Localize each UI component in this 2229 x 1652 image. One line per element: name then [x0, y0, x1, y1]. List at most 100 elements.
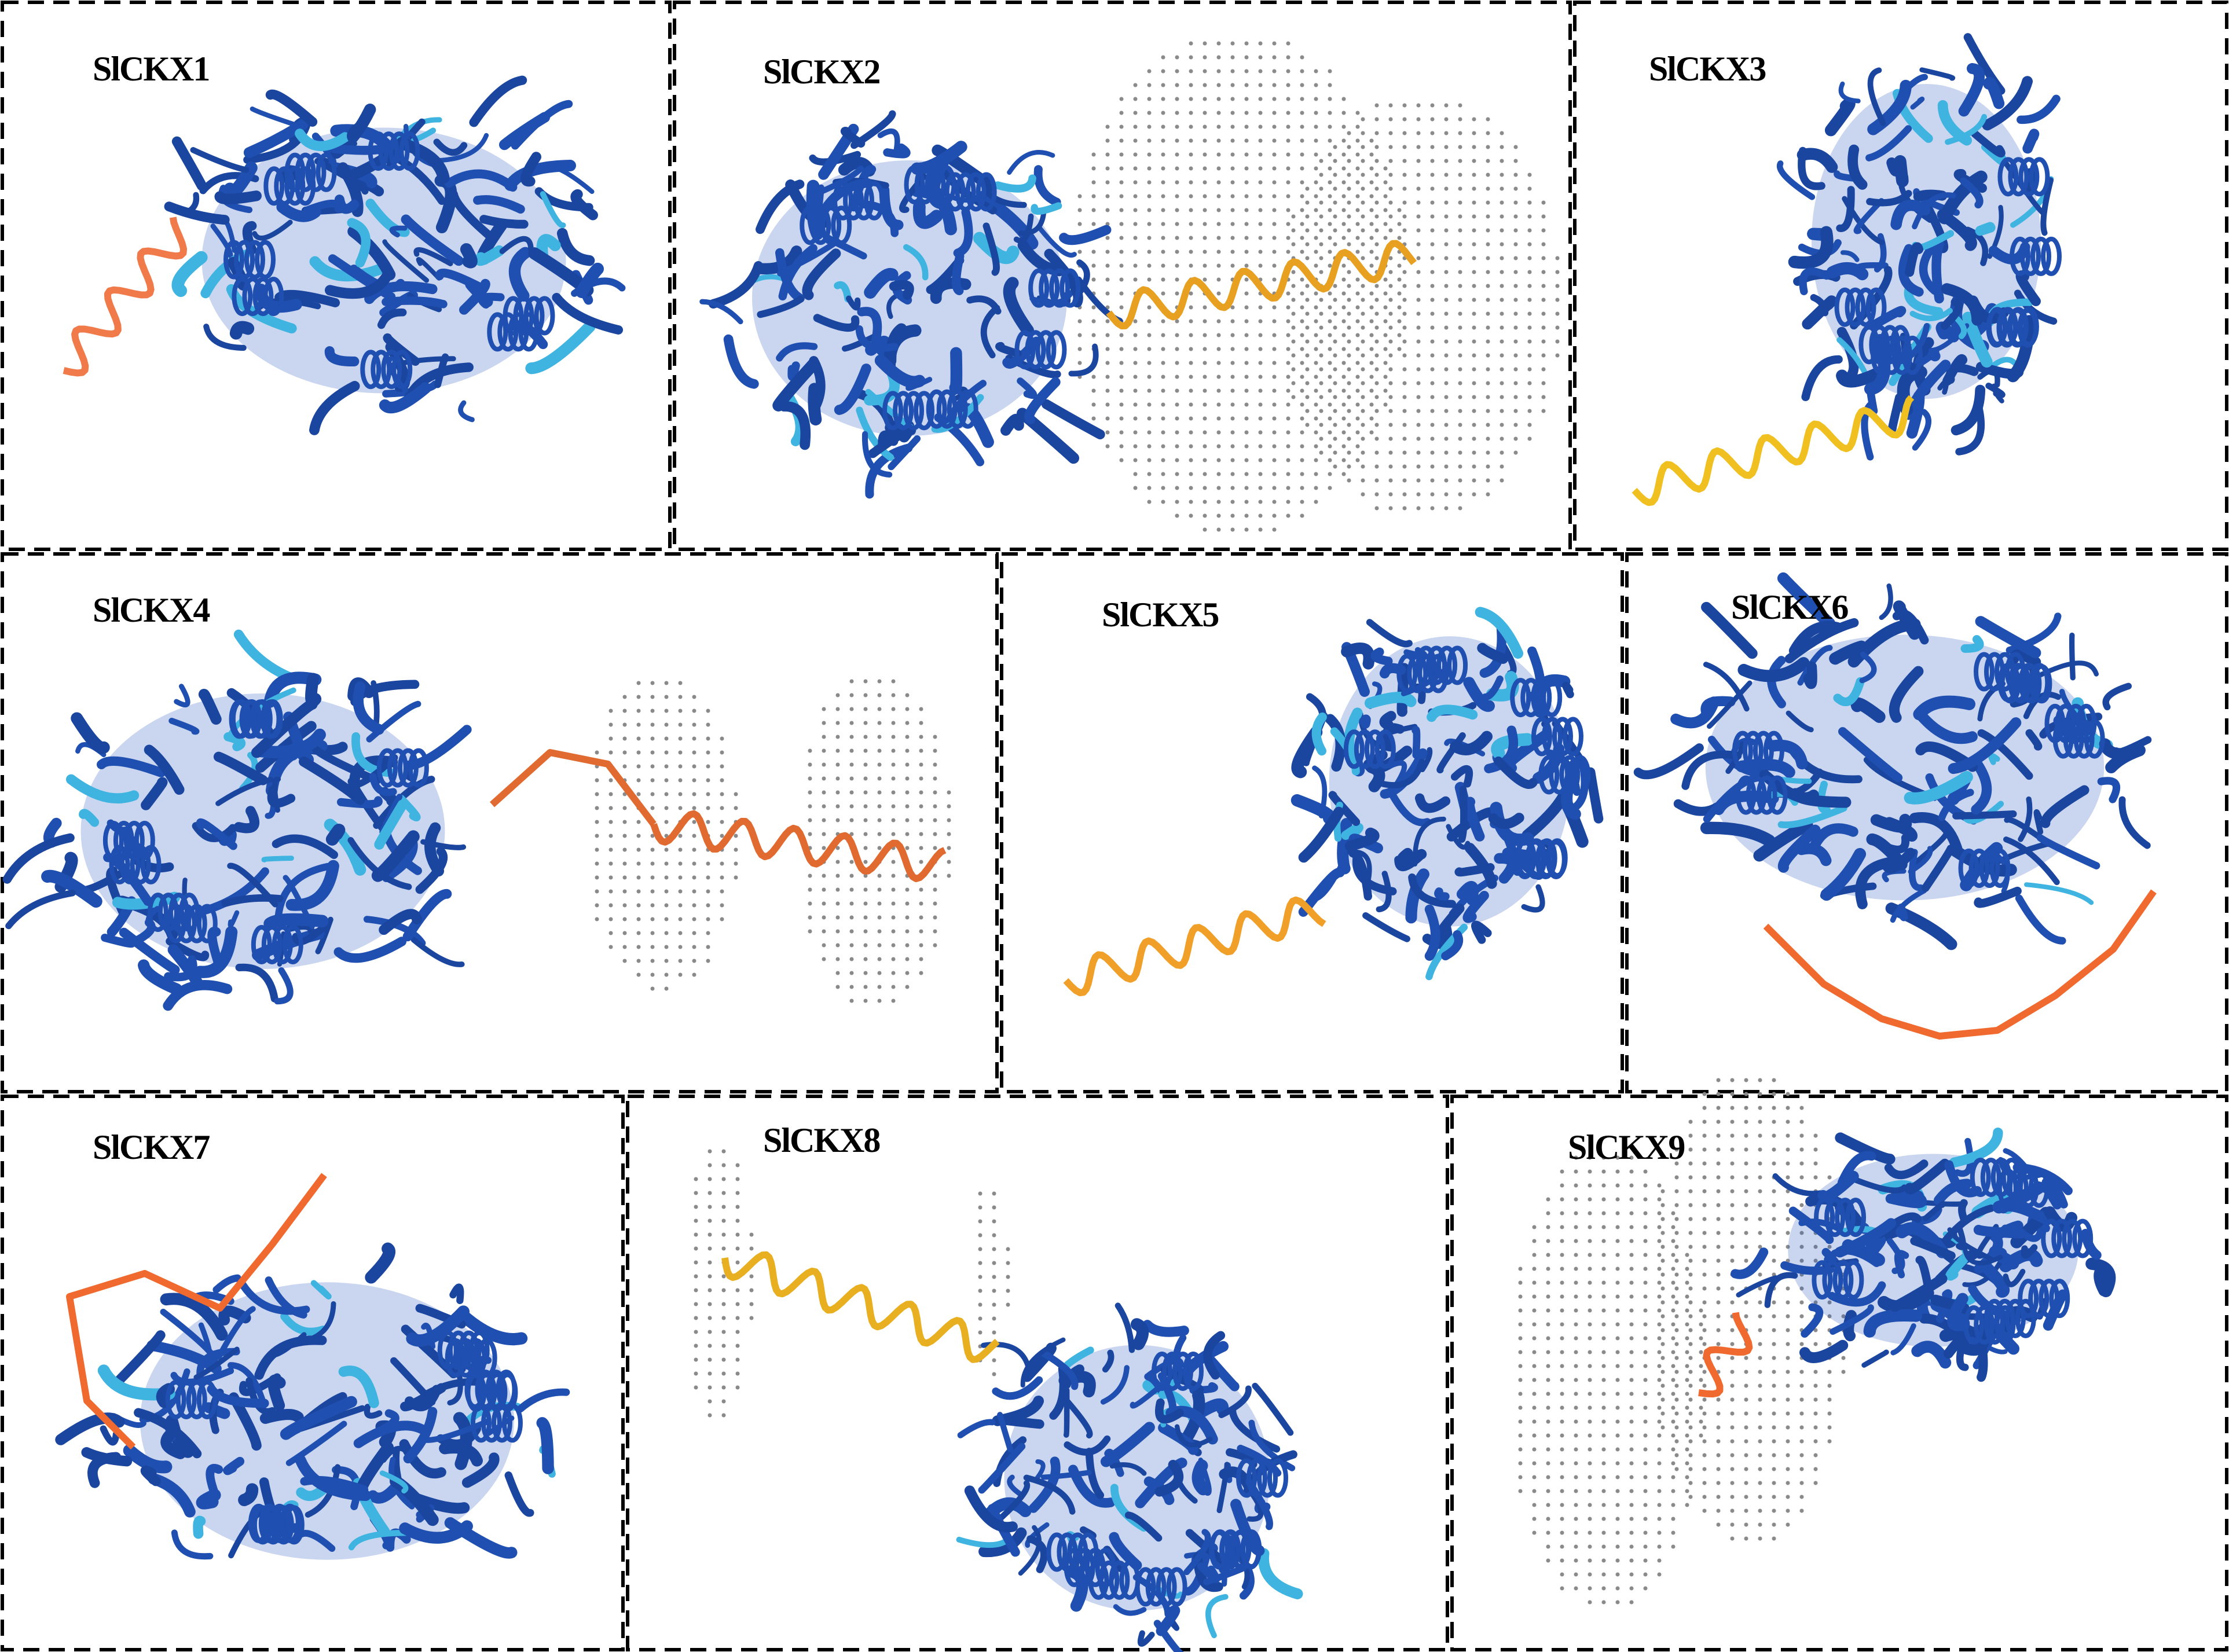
- membrane-dot: [1286, 249, 1291, 254]
- protein-strand: [424, 1378, 481, 1397]
- membrane-dot: [1430, 256, 1435, 260]
- membrane-dot: [1486, 117, 1490, 122]
- membrane-dot: [1588, 1294, 1592, 1299]
- protein-strand: [458, 400, 475, 423]
- protein-strand: [1068, 1464, 1116, 1508]
- protein-strand: [556, 227, 595, 266]
- membrane-dot: [835, 818, 840, 823]
- membrane-dot: [1671, 1461, 1676, 1466]
- membrane-dot: [692, 820, 696, 824]
- membrane-dot: [1674, 1397, 1679, 1402]
- membrane-dot: [678, 708, 683, 713]
- membrane-dot: [1643, 1503, 1648, 1507]
- protein-strand: [757, 295, 804, 318]
- membrane-dot: [1513, 200, 1518, 205]
- protein-strand: [1887, 393, 1904, 434]
- membrane-dot: [1341, 458, 1346, 462]
- protein-strand: [469, 75, 527, 127]
- membrane-dot: [1660, 1370, 1665, 1374]
- membrane-dot: [1472, 228, 1476, 233]
- membrane-dot: [664, 722, 669, 727]
- protein-strand: [1948, 717, 2022, 774]
- protein-strand: [883, 143, 911, 159]
- protein-strand: [1802, 295, 1838, 330]
- membrane-dot: [749, 1246, 754, 1251]
- membrane-dot: [905, 707, 910, 711]
- protein-helix-turn: [2018, 1279, 2039, 1319]
- membrane-dot: [692, 722, 696, 727]
- membrane-dot: [1560, 1447, 1564, 1452]
- membrane-dot: [1532, 1489, 1537, 1493]
- membrane-dot: [1744, 1397, 1748, 1402]
- membrane-dot: [1272, 458, 1277, 462]
- membrane-dot: [1716, 1453, 1721, 1458]
- membrane-dot: [1300, 416, 1304, 421]
- membrane-dot: [636, 750, 641, 755]
- membrane-dot: [1286, 444, 1291, 449]
- protein-strand: [1100, 1422, 1155, 1467]
- membrane-dot: [863, 873, 868, 878]
- membrane-dot: [1244, 527, 1249, 532]
- protein-helix-turn: [1156, 1567, 1177, 1607]
- protein-helix-turn: [130, 845, 151, 884]
- membrane-dot: [1702, 1119, 1707, 1124]
- membrane-dot: [622, 875, 627, 880]
- protein-strand: [1831, 1247, 1880, 1268]
- membrane-dot: [1674, 1383, 1679, 1388]
- membrane-dot: [877, 929, 882, 934]
- protein-helix-turn: [1974, 652, 1995, 692]
- membrane-dot: [1799, 1508, 1804, 1513]
- membrane-dot: [1458, 409, 1462, 413]
- membrane-dot: [1702, 1258, 1707, 1263]
- membrane-dot: [1361, 214, 1365, 219]
- membrane-dot: [835, 693, 840, 697]
- membrane-dot: [1758, 1495, 1762, 1499]
- membrane-dot: [1702, 1106, 1707, 1110]
- membrane-dot: [1355, 249, 1360, 254]
- protein-helix-turn: [269, 1503, 290, 1543]
- protein-strand: [1026, 1535, 1048, 1573]
- membrane-dot: [1588, 1503, 1592, 1507]
- membrane-dot: [1305, 423, 1310, 427]
- protein-strand: [433, 138, 468, 156]
- membrane-dot: [1813, 1161, 1818, 1166]
- protein-helix-turn: [2052, 719, 2074, 759]
- protein-strand: [198, 689, 222, 725]
- membrane-dot: [1341, 263, 1346, 268]
- protein-helix-turn: [252, 277, 274, 317]
- membrane-dot: [1133, 402, 1138, 407]
- membrane-dot: [1189, 69, 1193, 74]
- membrane-dot: [608, 792, 613, 796]
- membrane-dot: [1286, 500, 1291, 504]
- membrane-dot: [1588, 1447, 1592, 1452]
- membrane-dot: [891, 985, 896, 989]
- protein-strand: [1913, 695, 1975, 721]
- protein-helix-turn: [196, 904, 218, 944]
- membrane-dot: [1333, 159, 1337, 163]
- protein-strand: [1040, 1349, 1079, 1390]
- membrane-dot: [1702, 1231, 1707, 1235]
- membrane-dot: [1402, 464, 1407, 469]
- protein-helix-turn: [1209, 1529, 1231, 1569]
- membrane-dot: [1532, 1378, 1537, 1382]
- protein-helix-turn: [196, 1379, 218, 1419]
- membrane-dot: [1716, 1119, 1721, 1124]
- membrane-dot: [1230, 458, 1235, 462]
- membrane-dot: [1361, 492, 1365, 497]
- membrane-dot: [1314, 430, 1318, 435]
- protein-strand: [973, 232, 1020, 265]
- membrane-dot: [1657, 1197, 1662, 1202]
- membrane-dot: [1513, 395, 1518, 399]
- membrane-dot: [1786, 1356, 1790, 1360]
- membrane-dot: [1319, 256, 1324, 260]
- membrane-dot: [1319, 228, 1324, 233]
- membrane-dot: [849, 693, 854, 697]
- protein-strand: [1380, 758, 1425, 788]
- membrane-dot: [933, 804, 937, 809]
- membrane-dot: [1772, 1092, 1776, 1096]
- membrane-dot: [1518, 1364, 1523, 1368]
- membrane-dot: [1369, 249, 1374, 254]
- membrane-dot: [720, 917, 724, 922]
- membrane-dot: [1305, 325, 1310, 330]
- membrane-dot: [1161, 291, 1165, 296]
